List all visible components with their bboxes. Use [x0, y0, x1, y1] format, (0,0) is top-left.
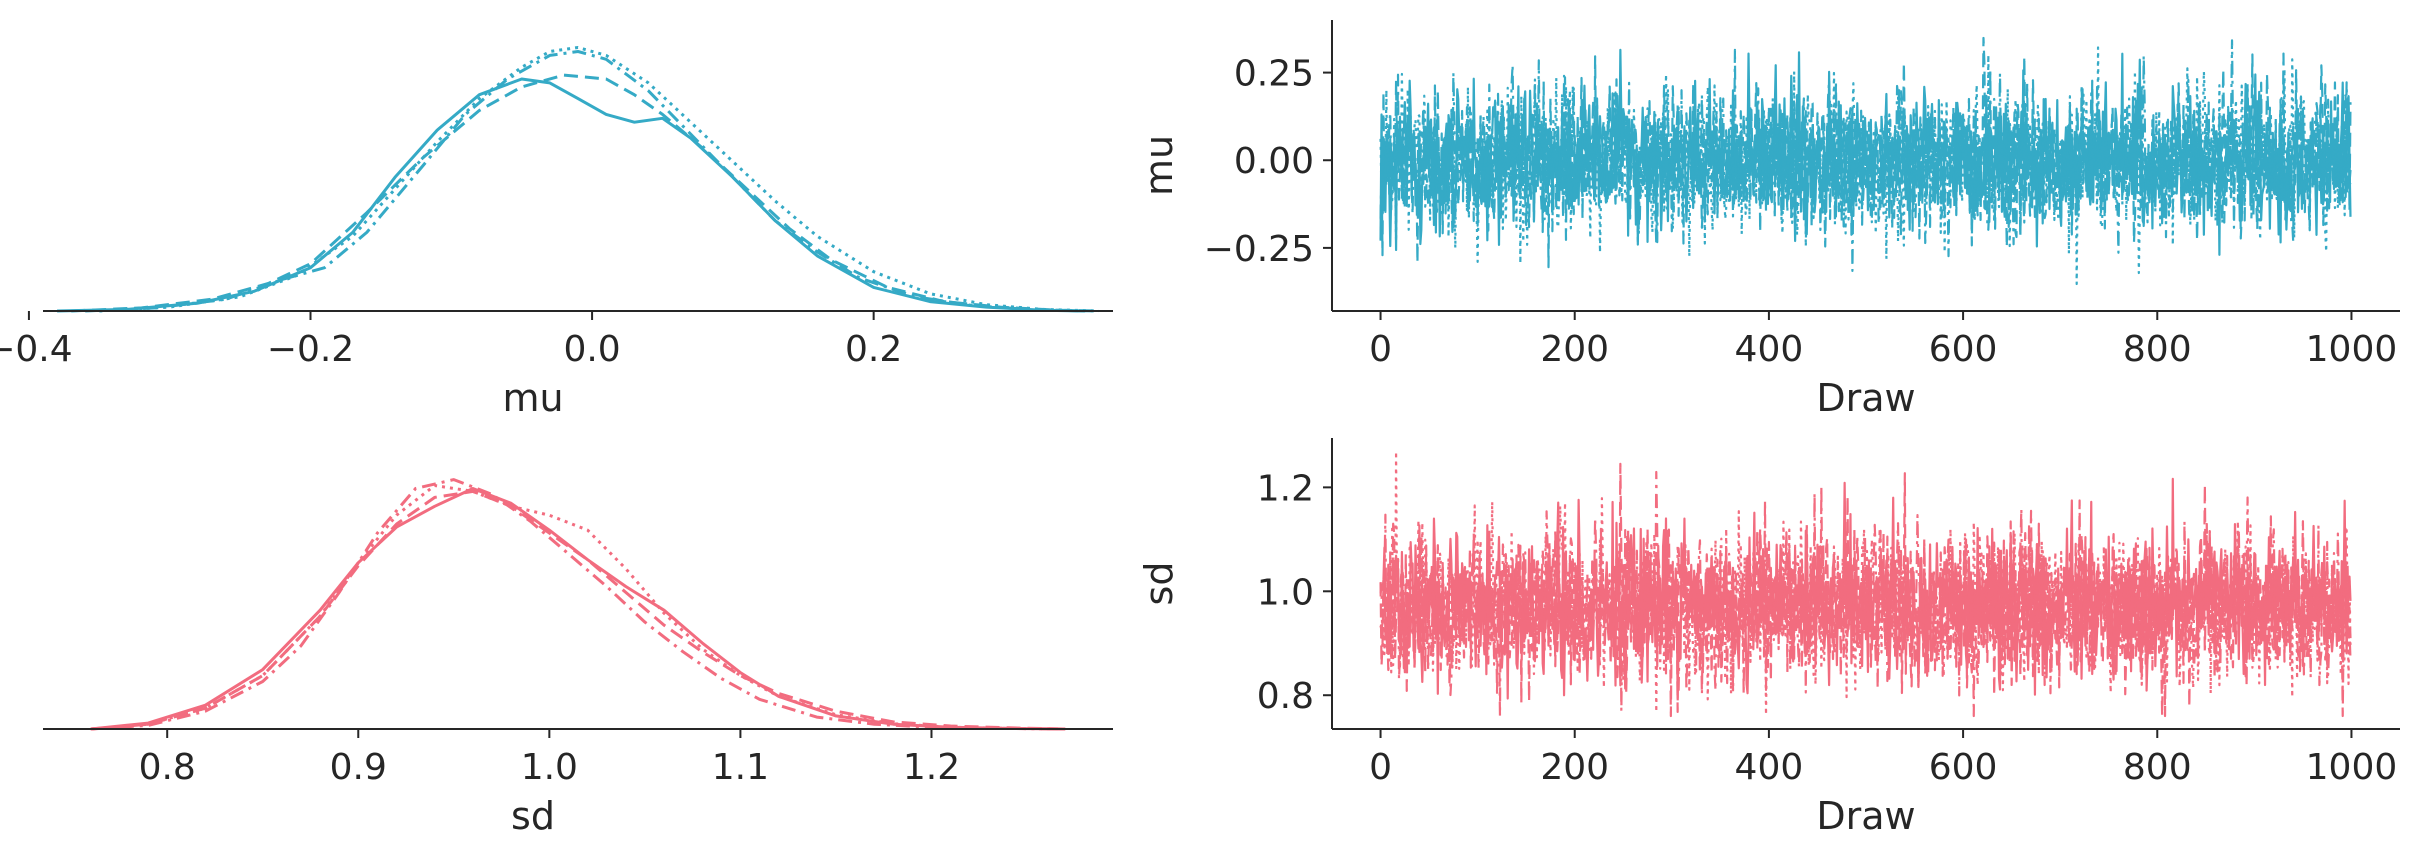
trace-sd-y-axis-label: sd [1137, 562, 1181, 606]
trace-sd-panel: 0 200 400 600 800 1000 1.2 1.0 0.8 Draw sd [1137, 438, 2400, 838]
density-sd-chain-2-line [90, 478, 1066, 731]
density-sd-series-group [90, 478, 1066, 731]
trace-mu-chain-3-trace [1379, 46, 2352, 286]
trace-mu-y-tick-label: 0.25 [1234, 54, 1314, 95]
trace-sd-x-tick-label: 400 [1735, 747, 1804, 788]
trace-mu-x-tick-label: 800 [2123, 329, 2192, 370]
trace-sd-chain-3-trace [1379, 450, 2352, 716]
density-sd-x-axis-label: sd [511, 794, 555, 838]
trace-sd-x-tick-label: 600 [1929, 747, 1998, 788]
density-sd-chain-3-line [90, 484, 1066, 731]
trace-mu-y-tick-label: 0.00 [1234, 141, 1314, 182]
density-mu-x-axis-label: mu [502, 376, 563, 420]
density-mu-x-tick-label: −0.2 [267, 329, 354, 370]
density-mu-x-tick-label: 0.2 [845, 329, 902, 370]
trace-mu-x-axis-label: Draw [1816, 376, 1915, 420]
trace-sd-y-tick-label: 1.0 [1257, 572, 1314, 613]
trace-mu-panel: 0 200 400 600 800 1000 0.25 0.00 −0.25 Draw mu [1137, 20, 2400, 420]
density-sd-panel: 0.8 0.9 1.0 1.1 1.2 sd [43, 478, 1113, 838]
density-mu-chain-1-line [71, 73, 1099, 313]
trace-mu-x-tick-label: 400 [1735, 329, 1804, 370]
density-sd-x-tick-label: 1.1 [712, 747, 769, 788]
density-mu-panel: −0.4 −0.2 0.0 0.2 mu [0, 46, 1113, 420]
trace-sd-x-tick-label: 0 [1369, 747, 1392, 788]
density-sd-x-tick-label: 1.2 [903, 747, 960, 788]
density-sd-x-tick-label: 0.9 [330, 747, 387, 788]
density-mu-x-tick-label: 0.0 [563, 329, 620, 370]
trace-sd-x-axis-label: Draw [1816, 794, 1915, 838]
trace-sd-x-tick-label: 1000 [2306, 747, 2398, 788]
density-mu-x-tick-label: −0.4 [0, 329, 73, 370]
trace-mu-y-axis-label: mu [1137, 135, 1181, 196]
trace-sd-x-tick-label: 800 [2123, 747, 2192, 788]
density-mu-chain-3-line [99, 46, 1099, 313]
density-sd-x-tick-label: 1.0 [521, 747, 578, 788]
density-mu-chain-0-line [57, 77, 1085, 313]
trace-mu-x-tick-label: 0 [1369, 329, 1392, 370]
trace-sd-y-tick-label: 0.8 [1257, 676, 1314, 717]
trace-mu-series-group [1379, 36, 2352, 286]
trace-mu-x-tick-label: 1000 [2306, 329, 2398, 370]
trace-sd-x-tick-label: 200 [1540, 747, 1609, 788]
density-sd-chain-1-line [90, 489, 1066, 731]
trace-sd-series-group [1379, 450, 2352, 718]
trace-mu-x-tick-label: 200 [1540, 329, 1609, 370]
trace-sd-y-tick-label: 1.2 [1257, 468, 1314, 509]
density-sd-chain-0-line [90, 487, 1066, 731]
trace-mu-y-tick-label: −0.25 [1204, 229, 1314, 270]
density-mu-series-group [57, 46, 1099, 313]
density-mu-chain-2-line [85, 50, 1085, 313]
trace-mu-x-tick-label: 600 [1929, 329, 1998, 370]
density-sd-x-tick-label: 0.8 [139, 747, 196, 788]
